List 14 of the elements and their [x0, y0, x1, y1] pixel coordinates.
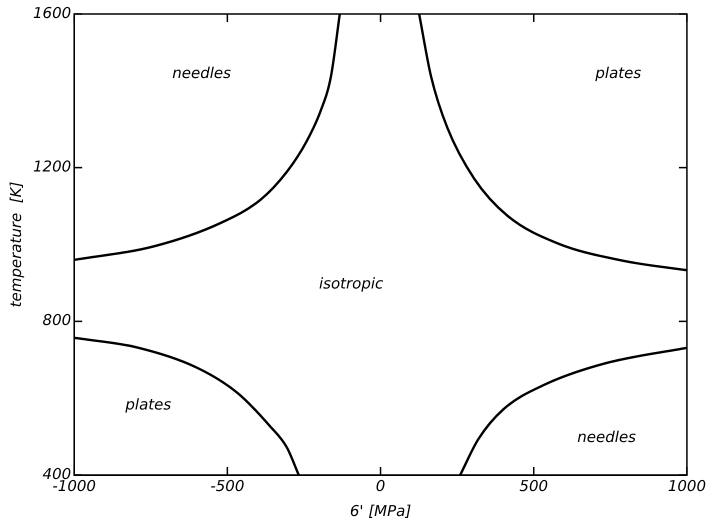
y-tick-label: 800 [42, 311, 72, 330]
x-tick-label: 500 [519, 476, 548, 495]
y-tick-label: 1600 [32, 4, 72, 22]
x-tick-label: 0 [376, 476, 386, 495]
x-axis-title: 6' [MPa] [350, 502, 412, 520]
annotation: needles [577, 428, 636, 446]
y-tick-label: 1200 [32, 158, 72, 176]
annotation: isotropic [318, 274, 384, 292]
x-tick-label: -500 [210, 476, 244, 495]
x-tick-label: 1000 [668, 476, 706, 495]
annotation: needles [172, 64, 232, 82]
y-axis-title: temperature [K] [6, 182, 25, 308]
annotation: plates [594, 64, 642, 82]
annotation: plates [124, 395, 172, 414]
